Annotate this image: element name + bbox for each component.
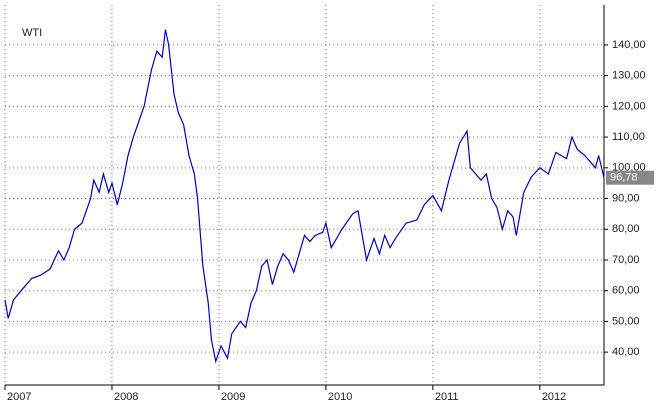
y-tick-label: 70,00 [612, 254, 640, 266]
y-tick-label: 110,00 [612, 131, 645, 143]
y-tick-label: 90,00 [612, 192, 640, 204]
series-label: WTI [22, 27, 42, 39]
x-tick-label: 2008 [114, 391, 138, 403]
current-value-box [606, 170, 654, 185]
current-value-label: 96,78 [610, 172, 638, 184]
y-tick-label: 60,00 [612, 285, 640, 297]
x-tick-label: 2012 [542, 391, 566, 403]
y-tick-label: 50,00 [612, 315, 640, 327]
y-tick-label: 120,00 [612, 100, 646, 112]
x-tick-label: 2009 [221, 391, 245, 403]
y-tick-label: 140,00 [612, 39, 646, 51]
x-tick-label: 2007 [7, 391, 31, 403]
x-tick-label: 2011 [435, 391, 459, 403]
price-line [4, 29, 605, 364]
y-tick-label: 80,00 [612, 223, 640, 235]
y-tick-label: 130,00 [612, 70, 646, 82]
x-tick-label: 2010 [328, 391, 352, 403]
y-tick-label: 40,00 [612, 346, 640, 358]
